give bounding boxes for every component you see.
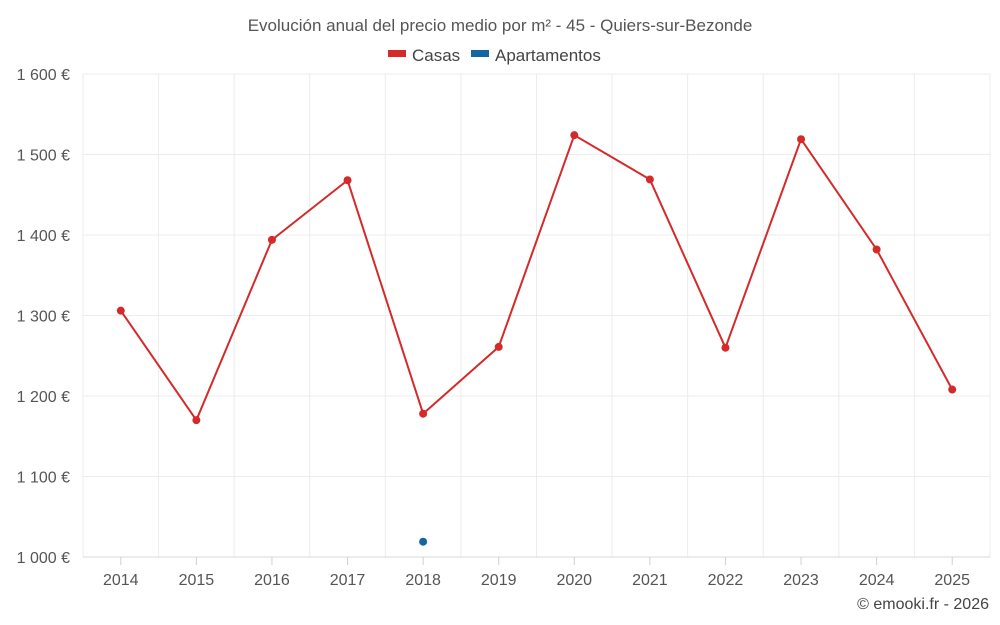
data-point-casas[interactable] — [872, 245, 881, 254]
x-axis: 2014 2015 2016 2017 2018 2019 2020 2021 2022 2023… — [83, 556, 990, 589]
x-tick-label: 2025 — [934, 572, 970, 589]
data-point-casas[interactable] — [192, 416, 201, 425]
x-tick-label: 2016 — [254, 572, 290, 589]
y-tick-label: 1 200 € — [17, 389, 70, 406]
series-line-casas — [119, 133, 954, 423]
x-tick-label: 2015 — [179, 572, 215, 589]
y-tick-label: 1 600 € — [17, 67, 70, 84]
data-point-casas[interactable] — [419, 409, 428, 418]
legend: Casas Apartamentos — [388, 46, 601, 65]
data-point-casas[interactable] — [721, 343, 730, 352]
y-tick-label: 1 300 € — [17, 309, 70, 326]
data-point-casas[interactable] — [645, 175, 654, 184]
x-tick-label: 2023 — [783, 572, 819, 589]
legend-label-casas: Casas — [412, 46, 460, 65]
chart-title: Evolución anual del precio medio por m² … — [248, 16, 753, 35]
x-tick-label: 2017 — [330, 572, 366, 589]
x-tick-label: 2021 — [632, 572, 668, 589]
x-tick-label: 2022 — [708, 572, 744, 589]
x-tick-label: 2024 — [859, 572, 895, 589]
x-tick-label: 2018 — [405, 572, 441, 589]
x-tick-label: 2020 — [556, 572, 592, 589]
data-point-casas[interactable] — [494, 342, 503, 351]
y-tick-label: 1 500 € — [17, 148, 70, 165]
legend-label-apartamentos: Apartamentos — [495, 46, 601, 65]
data-point-apartamentos[interactable] — [419, 537, 428, 546]
data-point-casas[interactable] — [948, 385, 957, 394]
y-tick-label: 1 000 € — [17, 550, 70, 567]
legend-swatch-apartamentos — [471, 50, 489, 57]
data-point-casas[interactable] — [570, 131, 579, 140]
legend-item-casas[interactable]: Casas — [388, 46, 460, 65]
y-tick-label: 1 400 € — [17, 228, 70, 245]
data-point-casas[interactable] — [116, 306, 125, 315]
x-tick-label: 2014 — [103, 572, 139, 589]
credit-text: © emooki.fr - 2026 — [857, 596, 989, 613]
grid — [82, 73, 991, 558]
data-point-casas[interactable] — [267, 235, 276, 244]
series — [116, 131, 957, 546]
y-tick-label: 1 100 € — [17, 470, 70, 487]
legend-swatch-casas — [388, 50, 406, 57]
data-point-casas[interactable] — [797, 135, 806, 144]
x-tick-label: 2019 — [481, 572, 517, 589]
data-point-casas[interactable] — [343, 176, 352, 185]
y-axis: 1 000 € 1 100 € 1 200 € 1 300 € 1 400 € 1 500… — [17, 67, 70, 567]
legend-item-apartamentos[interactable]: Apartamentos — [471, 46, 601, 65]
